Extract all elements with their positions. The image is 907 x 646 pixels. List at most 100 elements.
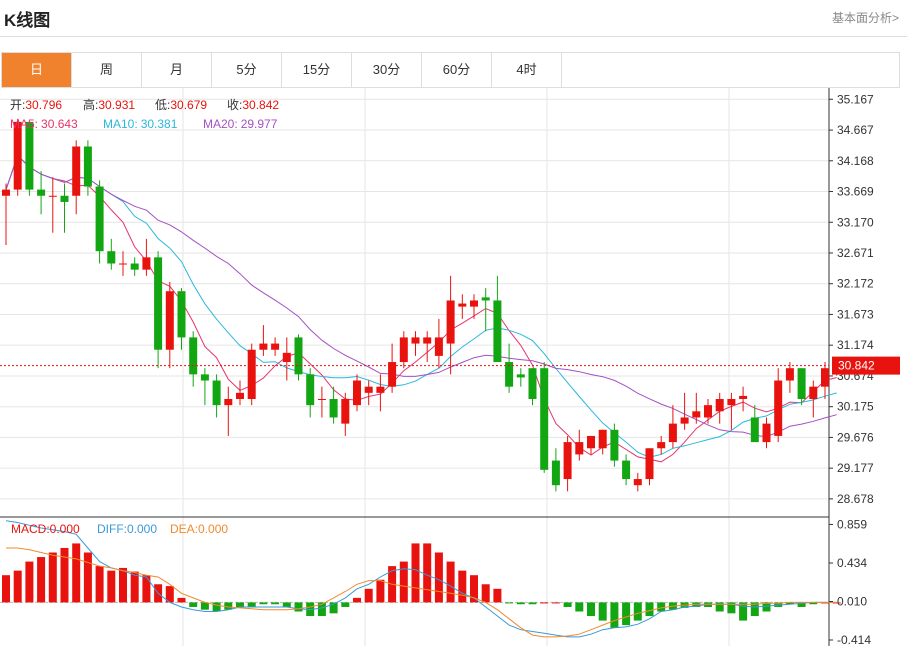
info-close: 收:30.842 [227,98,279,112]
candle-up [762,423,771,443]
current-price-label: 30.842 [838,359,875,373]
macd-bar [528,602,537,605]
macd-bar [224,602,233,610]
price-tick-label: 29.177 [837,461,874,475]
candle-up [774,380,783,436]
macd-bar [25,561,34,603]
candle-up [446,300,455,344]
tab-5min[interactable]: 5分 [212,53,282,87]
candle-up [821,368,829,387]
macd-bar [2,575,10,603]
dea-line [6,547,837,638]
diff-value: DIFF:0.000 [97,522,157,536]
candle-up [704,405,712,418]
macd-bar [329,602,338,614]
macd-bar [189,602,198,607]
candle-up [715,398,724,412]
macd-bar [130,571,139,603]
tab-day[interactable]: 日 [2,53,72,87]
macd-bar [271,602,280,605]
macd-bar [317,602,326,617]
candle-down [306,374,315,406]
macd-bar [364,588,373,603]
candle-up [48,195,57,197]
macd-bar [587,602,595,617]
candle-down [329,398,338,418]
macd-bar [750,602,759,617]
candle-up [224,398,233,406]
candle-up [587,435,595,449]
candle-down [200,374,209,381]
candle-up [411,337,420,344]
candle-down [481,297,490,301]
macd-bar [423,543,432,603]
candle-down [797,368,806,399]
info-ma10: MA10: 30.381 [103,117,178,131]
kline-chart[interactable]: 35.167 34.667 34.168 33.669 33.170 32.671 32.1… [0,88,907,646]
candle-up [785,368,794,381]
macd-bar [563,602,572,607]
tab-60min[interactable]: 60分 [422,53,492,87]
current-price-tag-bg [832,356,900,375]
info-ma20: MA20: 29.977 [203,117,278,131]
macd-bar [236,602,244,607]
macd-bar [797,602,806,607]
candle-down [294,337,303,375]
candle-down [540,368,549,470]
macd-bar [540,602,549,604]
candle-down [177,291,186,338]
candle-up [13,121,22,190]
candle-down [493,300,502,363]
divider [0,36,907,37]
candle-down [83,146,92,187]
macd-bar [446,561,455,603]
price-tick-label: 33.170 [837,215,874,229]
candle-up [563,442,572,480]
fundamental-analysis-link[interactable]: 基本面分析> [831,11,899,25]
info-low: 低:30.679 [155,98,207,112]
candle-up [399,337,408,363]
dea-value: DEA:0.000 [170,522,228,536]
tab-4hour[interactable]: 4时 [492,53,562,87]
ma20-line [5,154,837,438]
macd-bar [48,552,57,603]
macd-bar [598,602,607,621]
macd-bar [177,597,186,603]
macd-bar [657,602,666,612]
macd-bar [481,584,490,603]
macd-bar [434,552,443,603]
candle-down [107,251,116,264]
tab-15min[interactable]: 15分 [282,53,352,87]
candle-down [528,368,537,399]
macd-bar [107,570,116,603]
macd-value: MACD:0.000 [11,522,80,536]
candle-up [2,189,10,196]
tab-week[interactable]: 周 [72,53,142,87]
macd-bar [83,552,92,603]
header: K线图 基本面分析> [0,0,907,36]
macd-bar [633,602,642,621]
macd-bar [551,602,560,604]
price-tick-label: 32.172 [837,277,874,291]
macd-panel [0,520,841,638]
macd-bar [13,570,22,603]
price-tick-label: 34.168 [837,154,874,168]
price-tick-label: 31.174 [837,338,874,352]
candle-down [212,380,221,406]
info-high: 高:30.931 [83,97,135,112]
macd-bar [458,570,467,603]
candle-up [680,417,689,424]
tab-month[interactable]: 月 [142,53,212,87]
tab-30min[interactable]: 30分 [352,53,422,87]
macd-bar [505,602,514,604]
candle-up [633,479,642,486]
macd-bar [411,543,420,603]
price-tick-label: 32.671 [837,246,874,260]
candle-up [388,362,397,387]
candle-up [423,337,432,344]
candle-up [364,386,373,393]
candle-up [434,337,443,356]
price-tick-label: 34.667 [837,123,874,137]
macd-bar [60,547,69,603]
macd-tick-label: 0.434 [837,556,867,570]
